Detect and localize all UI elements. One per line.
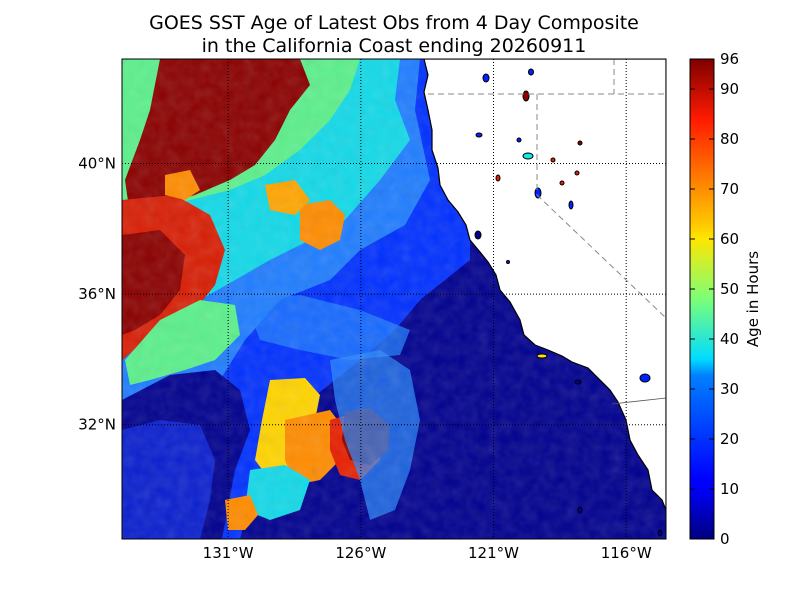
graticule bbox=[122, 59, 666, 539]
latitude-tick-label: 40°N bbox=[78, 154, 116, 172]
colorbar-tick-label: 10 bbox=[720, 480, 739, 498]
map-title-line1: GOES SST Age of Latest Obs from 4 Day Co… bbox=[149, 12, 639, 34]
colorbar-tick-label: 50 bbox=[720, 280, 739, 298]
colorbar-ticks: 0 10 20 30 40 50 60 70 80 90 96 bbox=[690, 50, 739, 548]
colorbar-tick-label: 80 bbox=[720, 130, 739, 148]
colorbar-tick-label: 40 bbox=[720, 330, 739, 348]
longitude-tick-label: 116°W bbox=[601, 544, 652, 562]
colorbar-tick-label: 30 bbox=[720, 380, 739, 398]
colorbar-label: Age in Hours bbox=[744, 251, 762, 347]
colorbar-tick-label: 96 bbox=[720, 50, 739, 68]
longitude-tick-label: 131°W bbox=[203, 544, 254, 562]
colorbar-tick-label: 0 bbox=[720, 530, 730, 548]
map-plot-area bbox=[122, 59, 666, 539]
country-border bbox=[611, 397, 666, 405]
colorbar-tick-label: 70 bbox=[720, 180, 739, 198]
colorbar: 0 10 20 30 40 50 60 70 80 90 96 Age in Hours bbox=[689, 50, 762, 548]
longitude-tick-labels: 131°W 126°W 121°W 116°W bbox=[203, 544, 652, 562]
latitude-tick-labels: 40°N 36°N 32°N bbox=[78, 154, 116, 433]
colorbar-tick-label: 90 bbox=[720, 80, 739, 98]
colorbar-gradient bbox=[689, 58, 715, 540]
map-frame bbox=[121, 58, 667, 540]
map-title-line2: in the California Coast ending 20260911 bbox=[202, 35, 587, 57]
colorbar-tick-label: 60 bbox=[720, 230, 739, 248]
land-mass bbox=[423, 59, 666, 511]
latitude-tick-label: 36°N bbox=[78, 285, 116, 303]
longitude-tick-label: 126°W bbox=[335, 544, 386, 562]
colorbar-tick-label: 20 bbox=[720, 430, 739, 448]
longitude-tick-label: 121°W bbox=[468, 544, 519, 562]
state-borders bbox=[428, 59, 666, 319]
lakes-and-islands bbox=[474, 68, 663, 537]
latitude-tick-label: 32°N bbox=[78, 416, 116, 434]
